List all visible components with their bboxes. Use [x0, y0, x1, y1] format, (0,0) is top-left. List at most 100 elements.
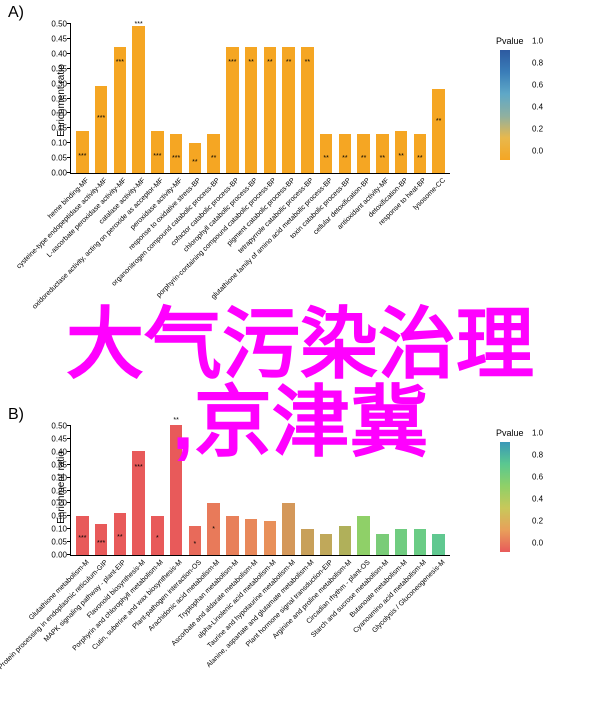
significance-marker: *** — [97, 540, 105, 547]
x-label: response to oxidative stress-BP — [186, 173, 204, 183]
bar-rect — [301, 529, 314, 555]
panel-b-chart: 0.000.050.100.150.200.250.300.350.400.45… — [70, 426, 450, 556]
significance-marker: *** — [135, 21, 143, 28]
bar-rect — [414, 134, 427, 173]
bar — [317, 534, 335, 555]
x-label: response to heat-BP — [411, 173, 429, 183]
x-label: Arginine and proline metabolism-M — [336, 555, 354, 565]
y-tick: 0.00 — [43, 551, 67, 560]
bar-rect — [189, 143, 202, 173]
colorbar-tick: 1.0 — [532, 37, 543, 46]
y-tick: 0.15 — [43, 124, 67, 133]
y-tick: 0.50 — [43, 20, 67, 29]
y-tick: 0.25 — [43, 486, 67, 495]
bar — [223, 516, 241, 555]
panel-a-colorbar: Pvalue 0.00.20.40.60.81.0 — [500, 50, 510, 160]
x-label: Starch and sucrose metabolism-M — [373, 555, 391, 565]
bar — [280, 503, 298, 555]
colorbar-tick: 0.8 — [532, 59, 543, 68]
x-label: porphyrin-containing compound catabolic … — [261, 173, 279, 183]
x-label: Alanine, aspartate and glutamate metabol… — [298, 555, 316, 565]
y-tick: 0.05 — [43, 154, 67, 163]
bar: ** — [280, 47, 298, 173]
y-tick: 0.30 — [43, 473, 67, 482]
significance-marker: *** — [78, 535, 86, 542]
x-label: cysteine-type endopeptidase activity-MF — [92, 173, 110, 183]
bar — [242, 519, 260, 555]
x-label: chlorophyll catabolic process-BP — [242, 173, 260, 183]
bar: *** — [92, 524, 110, 555]
significance-marker: ** — [361, 155, 366, 162]
x-label: antioxidant activity-MF — [373, 173, 391, 183]
colorbar-tick: 0.2 — [532, 517, 543, 526]
colorbar-tick: 0.2 — [532, 125, 543, 134]
x-label: pigment catabolic process-BP — [280, 173, 298, 183]
colorbar-tick: 0.8 — [532, 451, 543, 460]
bar-rect — [432, 89, 445, 173]
significance-marker: ** — [248, 59, 253, 66]
bar-rect — [95, 86, 108, 173]
panel-a-chart: 0.000.050.100.150.200.250.300.350.400.45… — [70, 24, 450, 174]
panel-b-colorbar: Pvalue 0.00.20.40.60.81.0 — [500, 442, 510, 552]
x-label: detoxification-BP — [392, 173, 410, 183]
significance-marker: ** — [192, 159, 197, 166]
x-label: lysosome-CC — [430, 173, 448, 183]
bar: *** — [130, 26, 148, 173]
x-label: Cutin, suberine and wax biosynthesis-M — [167, 555, 185, 565]
colorbar-tick: 0.0 — [532, 539, 543, 548]
bar-rect — [170, 134, 183, 173]
bar — [430, 534, 448, 555]
panel-b-xlabels: Glutathione metabolism-MProtein processi… — [71, 555, 450, 565]
y-tick: 0.45 — [43, 434, 67, 443]
y-tick: 0.35 — [43, 460, 67, 469]
bar — [336, 526, 354, 555]
y-tick: 0.30 — [43, 79, 67, 88]
bar-rect — [395, 131, 408, 173]
bar: ** — [111, 513, 129, 555]
significance-marker: ** — [117, 534, 122, 541]
x-label: Ascorbate and aldarate metabolism-M — [242, 555, 260, 565]
significance-marker: *** — [97, 115, 105, 122]
bar — [298, 529, 316, 555]
y-tick: 0.10 — [43, 139, 67, 148]
colorbar-tick: 0.4 — [532, 495, 543, 504]
bar: ** — [242, 47, 260, 173]
bar-rect — [432, 534, 445, 555]
bar-rect — [170, 425, 183, 555]
significance-marker: *** — [135, 464, 143, 471]
bar: *** — [130, 451, 148, 555]
panel-a-bars: ****************************************… — [71, 24, 450, 173]
significance-marker: ** — [267, 59, 272, 66]
colorbar-tick: 0.4 — [532, 103, 543, 112]
colorbar-tick: 0.0 — [532, 147, 543, 156]
bar-rect — [264, 521, 277, 555]
bar-rect — [226, 516, 239, 555]
bar-rect — [76, 131, 89, 173]
x-label: Circadian rhythm - plant-OS — [355, 555, 373, 565]
significance-marker: * — [156, 535, 159, 542]
colorbar-tick: 1.0 — [532, 429, 543, 438]
bar: ** — [317, 134, 335, 173]
y-tick: 0.00 — [43, 169, 67, 178]
y-tick: 0.25 — [43, 94, 67, 103]
significance-marker: ** — [417, 155, 422, 162]
significance-marker: ** — [342, 155, 347, 162]
significance-marker: *** — [172, 155, 180, 162]
x-label: Butanoate metabolism-M — [392, 555, 410, 565]
bar: *** — [167, 134, 185, 173]
x-label: toxin catabolic process-BP — [336, 173, 354, 183]
panel-b-bars: **************** — [71, 426, 450, 555]
x-label: Plant-pathogen interaction-OS — [186, 555, 204, 565]
bar-rect — [376, 134, 389, 173]
bar: *** — [73, 516, 91, 555]
bar: * — [205, 503, 223, 555]
bar-rect — [282, 503, 295, 555]
bar-rect — [339, 134, 352, 173]
y-tick: 0.50 — [43, 422, 67, 431]
bar-rect — [207, 134, 220, 173]
x-label: Glutathione metabolism-M — [73, 555, 91, 565]
x-label: cellular detoxification-BP — [355, 173, 373, 183]
significance-marker: *** — [153, 153, 161, 160]
bar: ** — [411, 134, 429, 173]
bar — [261, 521, 279, 555]
